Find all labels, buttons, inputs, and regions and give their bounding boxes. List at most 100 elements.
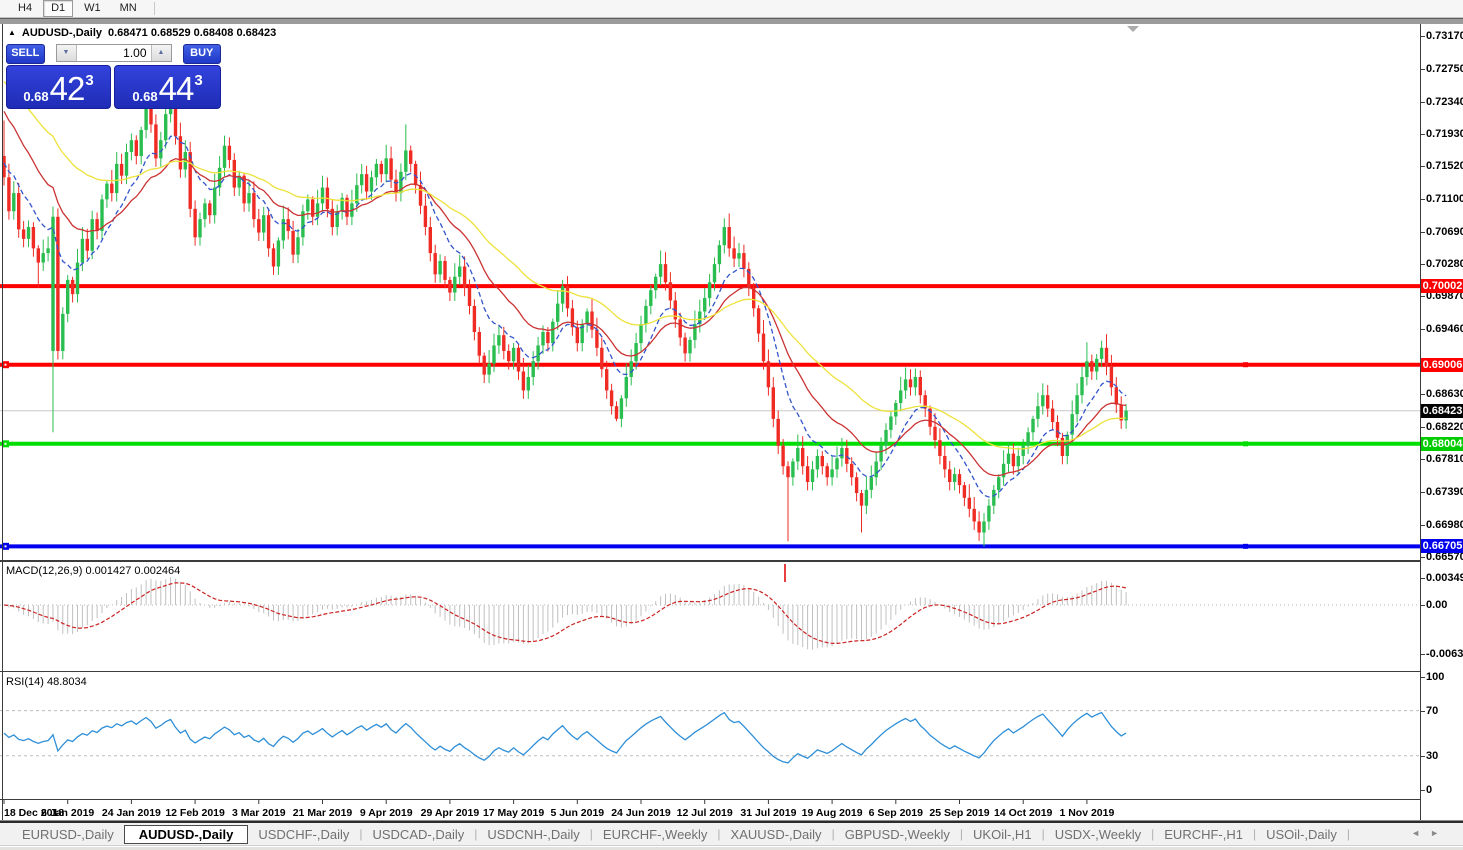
candle-body xyxy=(1046,395,1050,409)
candle-body xyxy=(433,253,437,275)
timeframe-button-h4[interactable]: H4 xyxy=(18,2,33,14)
chart-tab-usdcnhdaily[interactable]: USDCNH-,Daily xyxy=(487,826,580,842)
price-chart-panel[interactable] xyxy=(0,24,1420,561)
rsi-indicator-panel[interactable]: RSI(14) 48.8034 xyxy=(0,673,1420,800)
chart-tab-xauusddaily[interactable]: XAUUSD-,Daily xyxy=(730,826,822,842)
price-axis-label: 0.71520 xyxy=(1426,160,1463,173)
sell-price-pip: 3 xyxy=(85,72,94,89)
candle-body xyxy=(982,521,986,533)
candle-body xyxy=(590,311,594,330)
candle-body xyxy=(654,276,658,291)
toolbar-separator xyxy=(153,2,155,15)
candle-body xyxy=(477,332,481,356)
candle-body xyxy=(850,463,854,478)
chart-tab-ukoilh1[interactable]: UKOil-,H1 xyxy=(973,826,1032,842)
timeframe-button-w1[interactable]: W1 xyxy=(84,2,101,14)
candle-body xyxy=(1016,455,1020,467)
candle-body xyxy=(252,193,256,220)
date-tick-label: 24 Jan 2019 xyxy=(102,807,161,819)
buy-price-button[interactable]: 0.68 44 3 xyxy=(114,65,221,109)
price-axis-label: 0.72750 xyxy=(1426,63,1463,76)
chart-tab-usoildaily[interactable]: USOil-,Daily xyxy=(1266,826,1337,842)
candle-body xyxy=(119,163,124,176)
axis-tick xyxy=(1421,264,1425,266)
macd-axis-label: 0.00349 xyxy=(1426,572,1463,585)
timeframe-toolbar: H4 D1 W1 MN xyxy=(0,0,1463,18)
tab-separator: | xyxy=(831,827,835,841)
axis-tick xyxy=(1421,166,1425,168)
macd-chart xyxy=(0,564,1420,650)
candle-body xyxy=(443,260,447,280)
tab-scroll-right-icon[interactable]: ► xyxy=(1430,828,1449,838)
candle-body xyxy=(149,106,153,125)
timeframe-button-mn[interactable]: MN xyxy=(119,2,137,14)
chart-tab-gbpusdweekly[interactable]: GBPUSD-,Weekly xyxy=(844,826,950,842)
axis-tick xyxy=(1421,492,1425,494)
chart-tab-usdcaddaily[interactable]: USDCAD-,Daily xyxy=(372,826,465,842)
collapse-panel-icon[interactable]: ▲ xyxy=(8,27,16,37)
candle-body xyxy=(291,230,295,255)
candle-body xyxy=(825,466,829,478)
candle-body xyxy=(21,229,26,239)
macd-indicator-panel[interactable]: MACD(12,26,9) 0.001427 0.002464 xyxy=(0,561,1420,672)
axis-tick xyxy=(1421,755,1425,757)
candle-body xyxy=(458,266,462,277)
sell-button[interactable]: SELL xyxy=(6,44,45,64)
rsi-chart xyxy=(0,710,1420,764)
candle-body xyxy=(688,339,692,354)
candle-body xyxy=(771,387,775,419)
level-anchor-icon[interactable] xyxy=(1243,441,1248,447)
candle-body xyxy=(600,347,604,370)
candle-body xyxy=(712,264,717,283)
candle-body xyxy=(467,287,472,306)
candle-body xyxy=(276,240,281,267)
chart-tab-audusddaily[interactable]: AUDUSD-,Daily xyxy=(123,824,249,844)
candlestick-chart[interactable] xyxy=(0,24,1420,560)
volume-increase-icon[interactable]: ▲ xyxy=(150,45,171,61)
candle-body xyxy=(874,461,878,478)
chart-tab-usdchfdaily[interactable]: USDCHF-,Daily xyxy=(258,826,350,842)
axis-tick xyxy=(1421,459,1425,461)
chart-tab-eurusddaily[interactable]: EURUSD-,Daily xyxy=(22,826,114,842)
candle-body xyxy=(609,390,614,407)
tab-scroll-arrows[interactable]: ◄► xyxy=(1411,828,1449,838)
buy-button[interactable]: BUY xyxy=(182,44,221,64)
axis-tick xyxy=(1421,710,1425,712)
chart-tab-usdxweekly[interactable]: USDX-,Weekly xyxy=(1054,826,1142,842)
price-badge-0.68423: 0.68423 xyxy=(1421,403,1463,418)
candle-body xyxy=(80,238,85,263)
volume-decrease-icon[interactable]: ▼ xyxy=(56,45,77,61)
candle-body xyxy=(227,145,232,160)
volume-input[interactable]: 1.00 xyxy=(76,45,151,61)
candle-body xyxy=(511,347,516,362)
macd-axis-label: -0.00637 xyxy=(1426,648,1463,661)
level-anchor-icon[interactable] xyxy=(1243,362,1248,368)
candle-body xyxy=(923,395,927,409)
axis-tick xyxy=(1421,36,1425,37)
candle-body xyxy=(864,489,869,506)
candle-body xyxy=(560,286,565,304)
candle-body xyxy=(1095,358,1099,372)
candle-body xyxy=(36,248,40,263)
chart-tab-eurchfh1[interactable]: EURCHF-,H1 xyxy=(1164,826,1243,842)
candle-body xyxy=(1006,453,1011,464)
tab-scroll-left-icon[interactable]: ◄ xyxy=(1411,828,1431,838)
chart-shift-marker-icon[interactable] xyxy=(1127,26,1139,32)
candle-body xyxy=(747,268,751,288)
price-axis-label: 0.67390 xyxy=(1426,486,1463,499)
candle-body xyxy=(707,282,712,299)
candle-body xyxy=(541,332,545,346)
timeframe-button-d1[interactable]: D1 xyxy=(43,0,74,17)
candle-body xyxy=(752,287,756,309)
tab-separator: | xyxy=(959,827,964,841)
date-tick-label: 6 Sep 2019 xyxy=(869,807,923,819)
candle-body xyxy=(810,469,815,483)
moving-average-line-45 xyxy=(3,80,1127,450)
candle-body xyxy=(423,205,428,228)
candle-body xyxy=(144,106,148,130)
chart-tab-eurchfweekly[interactable]: EURCHF-,Weekly xyxy=(602,826,708,842)
level-anchor-icon[interactable] xyxy=(1243,543,1248,549)
sell-price-button[interactable]: 0.68 42 3 xyxy=(6,65,111,109)
price-axis-label: 0.67810 xyxy=(1426,453,1463,466)
rsi-label: RSI(14) 48.8034 xyxy=(6,676,87,688)
